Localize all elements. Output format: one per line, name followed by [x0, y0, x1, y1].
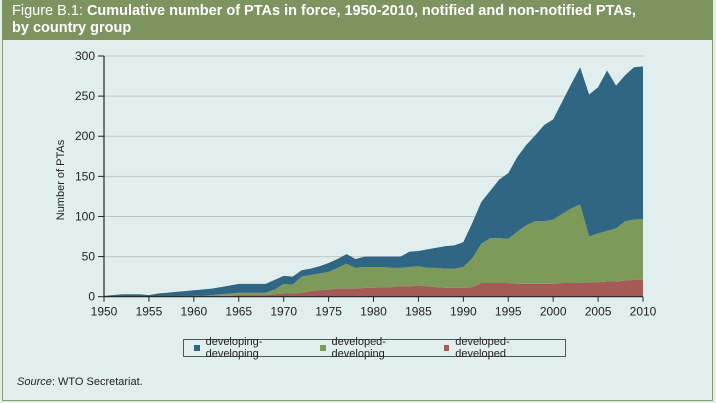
x-tick-label: 1965 [225, 305, 252, 319]
area-series [104, 66, 643, 297]
y-tick-label: 100 [75, 209, 95, 223]
area-developing-developing [104, 66, 643, 297]
legend-item-developed-developed: developed-developed [443, 336, 553, 360]
legend-swatch-developed-developing [319, 345, 326, 351]
x-tick-label: 1975 [315, 305, 342, 319]
figure-title-bar: Figure B.1: Cumulative number of PTAs in… [2, 0, 713, 40]
x-tick-label: 2005 [585, 305, 612, 319]
x-tick-label: 1970 [270, 305, 297, 319]
source-note: Source: WTO Secretariat. [17, 376, 143, 388]
x-tick-label: 1995 [495, 305, 522, 319]
axes: 0 50 100 150 200 250 300 1950 1955 1960 1965 1970 19… [75, 49, 657, 319]
legend-swatch-developing-developing [194, 345, 200, 351]
y-tick-label: 0 [88, 290, 95, 304]
x-tick-label: 1985 [405, 305, 432, 319]
x-tick-label: 1955 [136, 305, 163, 319]
source-label: Source [17, 376, 52, 388]
legend-item-developed-developing: developed-developing [319, 336, 432, 360]
x-tick-label: 1950 [91, 305, 118, 319]
legend-label: developed-developing [331, 336, 386, 360]
y-tick-label: 150 [75, 169, 95, 183]
x-tick-label: 2010 [630, 305, 657, 319]
figure-title-line2: by country group [12, 20, 132, 36]
y-tick-label: 50 [82, 250, 96, 264]
legend-label: developed-developed [455, 336, 510, 360]
figure-label: Figure B.1: [12, 3, 83, 19]
y-tick-label: 300 [75, 49, 95, 63]
legend-label: developing-developing [205, 336, 263, 360]
x-tick-label: 1980 [360, 305, 387, 319]
legend-item-developing-developing: developing-developing [194, 336, 308, 360]
area-developed-developing [104, 204, 643, 297]
y-tick-label: 250 [75, 89, 95, 103]
x-tick-label: 1960 [180, 305, 207, 319]
legend-swatch-developed-developed [443, 345, 450, 351]
gridlines [104, 55, 643, 258]
x-tick-label: 1990 [450, 305, 477, 319]
y-axis-label: Number of PTAs [55, 139, 67, 220]
chart-legend: developing-developing developed-developi… [183, 336, 566, 360]
source-text: : WTO Secretariat. [51, 376, 143, 388]
y-tick-label: 200 [75, 129, 95, 143]
figure-title-line1: Cumulative number of PTAs in force, 1950… [86, 3, 636, 19]
area-developed-developed [104, 279, 643, 297]
area-chart: 0 50 100 150 200 250 300 1950 1955 1960 1965 1970 19… [55, 49, 657, 319]
x-tick-label: 2000 [540, 305, 567, 319]
